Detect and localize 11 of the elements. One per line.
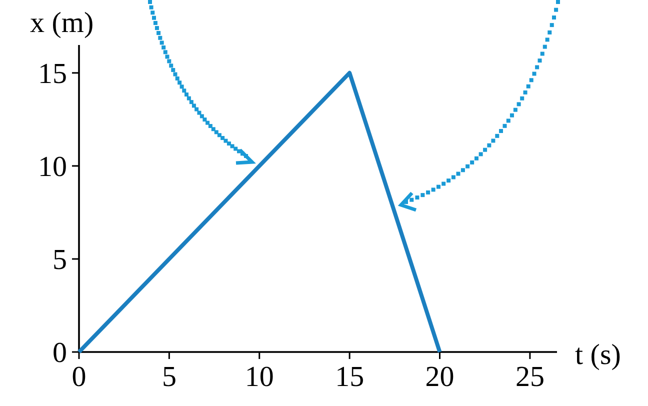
x-axis-title: t (s) (575, 339, 621, 371)
x-tick-label: 10 (244, 361, 274, 393)
x-tick-label: 5 (162, 361, 176, 393)
x-tick-label: 15 (335, 361, 364, 393)
y-tick-label: 10 (38, 150, 67, 183)
y-tick-label: 5 (52, 244, 67, 276)
y-tick-label: 0 (52, 337, 67, 369)
y-axis-title: x (m) (30, 7, 94, 39)
x-tick-label: 25 (515, 361, 544, 393)
y-tick-label: 15 (38, 58, 67, 90)
x-tick-label: 20 (425, 361, 454, 393)
